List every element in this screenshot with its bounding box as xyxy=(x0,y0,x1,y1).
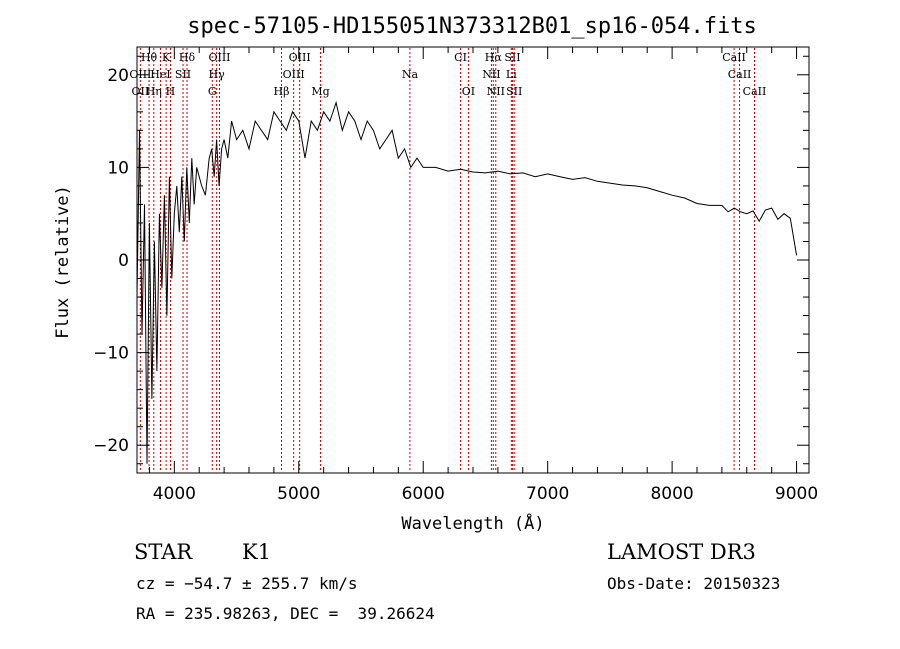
y-tick-label: −10 xyxy=(93,344,129,364)
x-tick-label: 6000 xyxy=(402,484,445,504)
spectral-line-label: CaII xyxy=(728,68,752,81)
spectral-line-label: OIII xyxy=(289,51,311,64)
y-tick-label: 10 xyxy=(107,158,129,178)
y-tick-label: −20 xyxy=(93,436,129,456)
spectral-line-label: SII xyxy=(506,85,522,98)
observation-date: Obs-Date: 20150323 xyxy=(607,574,781,593)
spectral-line-label: CaII xyxy=(722,51,746,64)
spectral-line-label: SII xyxy=(175,68,191,81)
spectral-line-label: NII xyxy=(482,68,500,81)
plot-frame xyxy=(136,46,810,474)
spectral-line-label: CaII xyxy=(743,85,767,98)
spectral-line-label: Na xyxy=(402,68,419,81)
spectral-line-label: G xyxy=(208,85,217,98)
spectral-line-label: Hθ xyxy=(141,51,158,64)
spectral-line-label: H xyxy=(166,85,176,98)
spectral-line-label: OIII xyxy=(283,68,305,81)
spectral-line-markers xyxy=(139,48,755,472)
spectral-line-label: HeI xyxy=(150,68,170,81)
y-tick-label: 20 xyxy=(107,66,129,86)
spectral-line-label: Hδ xyxy=(179,51,196,64)
x-tick-label: 4000 xyxy=(153,484,196,504)
object-subclass: K1 xyxy=(242,540,272,564)
spectral-line-label: K xyxy=(162,51,171,64)
spectral-line-label: Hγ xyxy=(209,68,226,81)
spectral-line-label: SII xyxy=(504,51,520,64)
y-tick-label: 0 xyxy=(118,251,129,271)
y-axis-ticks: −20 −10 0 10 20 xyxy=(93,55,809,465)
x-tick-label: 5000 xyxy=(277,484,320,504)
x-axis-label: Wavelength (Å) xyxy=(401,512,544,534)
x-tick-label: 8000 xyxy=(650,484,693,504)
y-axis-label: Flux (relative) xyxy=(53,185,73,339)
survey-name: LAMOST DR3 xyxy=(607,540,756,564)
spectral-line-label: CI xyxy=(454,51,467,64)
spectral-line-label: OIII xyxy=(208,51,230,64)
redshift-velocity: cz = −54.7 ± 255.7 km/s xyxy=(136,574,358,593)
spectral-line-label: NII xyxy=(487,85,505,98)
spectral-line-label: Li xyxy=(506,68,517,81)
spectral-line-label: Hη xyxy=(146,85,162,98)
spectral-line-label: Hβ xyxy=(274,85,290,98)
spectral-line-label: Mg xyxy=(311,85,329,98)
chart-title: spec-57105-HD155051N373312B01_sp16-054.f… xyxy=(187,14,757,39)
spectral-line-label: OI xyxy=(462,85,475,98)
x-tick-label: 9000 xyxy=(775,484,818,504)
x-axis-ticks: 4000 5000 6000 7000 8000 9000 xyxy=(148,47,818,504)
x-tick-label: 7000 xyxy=(526,484,569,504)
ra-dec-coordinates: RA = 235.98263, DEC = 39.26624 xyxy=(136,604,435,623)
object-class: STAR xyxy=(134,540,193,564)
spectral-line-label: Hα xyxy=(485,51,503,64)
spectral-line-label: OII xyxy=(132,85,150,98)
spectrum-line xyxy=(136,100,798,464)
